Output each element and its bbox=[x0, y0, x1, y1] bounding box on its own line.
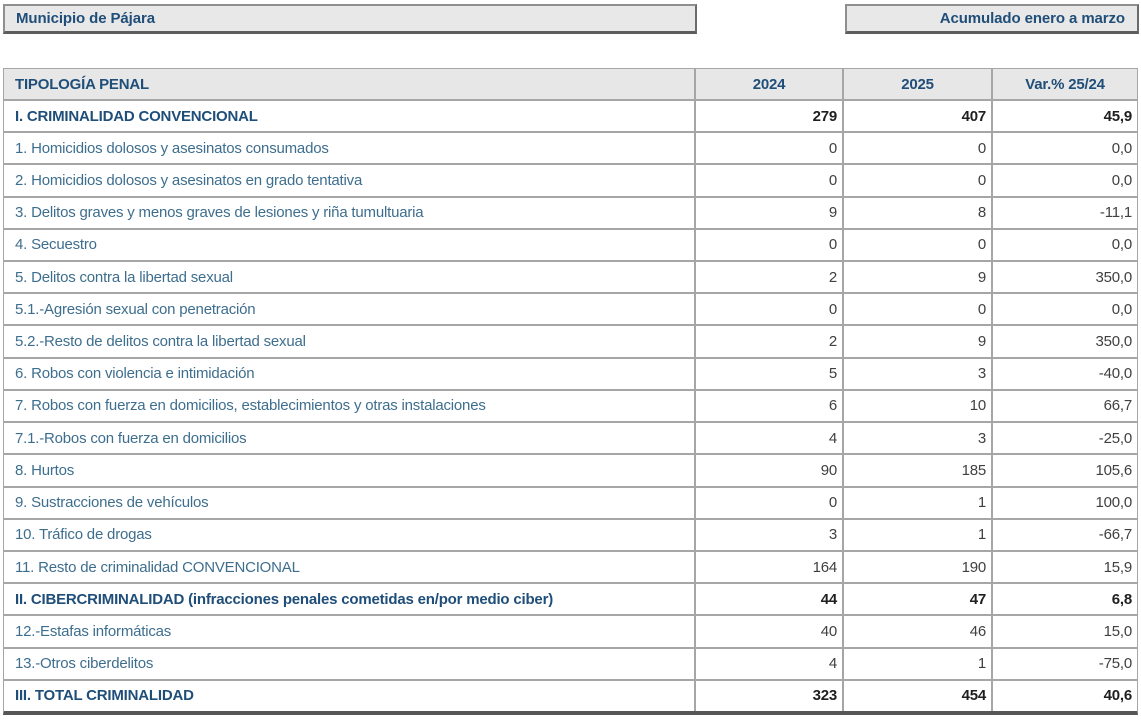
value-var: 350,0 bbox=[993, 326, 1137, 357]
value-2024: 90 bbox=[696, 455, 842, 486]
value-var: -75,0 bbox=[993, 648, 1137, 679]
value-2025: 3 bbox=[844, 423, 991, 454]
column-header-tipologia: TIPOLOGÍA PENAL bbox=[4, 69, 694, 99]
value-2025: 10 bbox=[844, 390, 991, 422]
value-var: 350,0 bbox=[993, 262, 1137, 293]
row-label: 13.-Otros ciberdelitos bbox=[4, 648, 694, 679]
row-label: 8. Hurtos bbox=[4, 455, 694, 486]
row-label: 11. Resto de criminalidad CONVENCIONAL bbox=[4, 551, 694, 583]
column-header-2024: 2024 bbox=[696, 69, 842, 99]
row-label: 7.1.-Robos con fuerza en domicilios bbox=[4, 423, 694, 454]
value-var: 0,0 bbox=[993, 165, 1137, 196]
value-2024: 2 bbox=[696, 326, 842, 357]
column-header-var: Var.% 25/24 bbox=[993, 69, 1137, 99]
value-2024: 0 bbox=[696, 133, 842, 164]
row-label: 3. Delitos graves y menos graves de lesi… bbox=[4, 197, 694, 228]
value-2025: 8 bbox=[844, 197, 991, 228]
row-label: 7. Robos con fuerza en domicilios, estab… bbox=[4, 390, 694, 422]
value-2024: 44 bbox=[696, 584, 842, 615]
value-2024: 4 bbox=[696, 648, 842, 679]
value-2024: 6 bbox=[696, 390, 842, 422]
value-2024: 3 bbox=[696, 519, 842, 550]
value-var: -25,0 bbox=[993, 423, 1137, 454]
value-2025: 454 bbox=[844, 680, 991, 711]
value-2025: 407 bbox=[844, 101, 991, 132]
row-label: 5. Delitos contra la libertad sexual bbox=[4, 262, 694, 293]
value-2024: 279 bbox=[696, 101, 842, 132]
row-label: 9. Sustracciones de vehículos bbox=[4, 487, 694, 518]
value-2025: 0 bbox=[844, 229, 991, 261]
value-var: 15,0 bbox=[993, 616, 1137, 647]
value-2024: 0 bbox=[696, 487, 842, 518]
value-var: 105,6 bbox=[993, 455, 1137, 486]
row-label: I. CRIMINALIDAD CONVENCIONAL bbox=[4, 101, 694, 132]
value-var: 100,0 bbox=[993, 487, 1137, 518]
value-2025: 3 bbox=[844, 358, 991, 389]
value-2025: 46 bbox=[844, 616, 991, 647]
row-label: 5.1.-Agresión sexual con penetración bbox=[4, 294, 694, 325]
value-var: 15,9 bbox=[993, 551, 1137, 583]
value-2024: 40 bbox=[696, 616, 842, 647]
value-var: 0,0 bbox=[993, 229, 1137, 261]
row-label: 1. Homicidios dolosos y asesinatos consu… bbox=[4, 133, 694, 164]
row-label: 10. Tráfico de drogas bbox=[4, 519, 694, 550]
value-var: 0,0 bbox=[993, 294, 1137, 325]
row-label: 4. Secuestro bbox=[4, 229, 694, 261]
value-var: -11,1 bbox=[993, 197, 1137, 228]
value-var: 45,9 bbox=[993, 101, 1137, 132]
value-2024: 323 bbox=[696, 680, 842, 711]
value-var: -66,7 bbox=[993, 519, 1137, 550]
value-2025: 9 bbox=[844, 326, 991, 357]
value-2024: 5 bbox=[696, 358, 842, 389]
value-2025: 1 bbox=[844, 648, 991, 679]
municipality-filter-button[interactable]: Municipio de Pájara bbox=[3, 4, 697, 34]
value-2024: 0 bbox=[696, 165, 842, 196]
value-var: 6,8 bbox=[993, 584, 1137, 615]
value-2025: 0 bbox=[844, 133, 991, 164]
value-2024: 0 bbox=[696, 229, 842, 261]
value-2024: 164 bbox=[696, 551, 842, 583]
row-label: 5.2.-Resto de delitos contra la libertad… bbox=[4, 326, 694, 357]
row-label: 2. Homicidios dolosos y asesinatos en gr… bbox=[4, 165, 694, 196]
value-2025: 190 bbox=[844, 551, 991, 583]
value-2025: 0 bbox=[844, 294, 991, 325]
value-2025: 0 bbox=[844, 165, 991, 196]
value-var: 0,0 bbox=[993, 133, 1137, 164]
value-2024: 9 bbox=[696, 197, 842, 228]
value-2024: 0 bbox=[696, 294, 842, 325]
row-label: 6. Robos con violencia e intimidación bbox=[4, 358, 694, 389]
value-2025: 1 bbox=[844, 519, 991, 550]
value-2024: 2 bbox=[696, 262, 842, 293]
value-var: -40,0 bbox=[993, 358, 1137, 389]
value-2025: 9 bbox=[844, 262, 991, 293]
value-2024: 4 bbox=[696, 423, 842, 454]
period-filter-button[interactable]: Acumulado enero a marzo bbox=[845, 4, 1139, 34]
row-label: III. TOTAL CRIMINALIDAD bbox=[4, 680, 694, 711]
crime-table: TIPOLOGÍA PENAL 2024 2025 Var.% 25/24 I.… bbox=[3, 68, 1138, 715]
value-2025: 185 bbox=[844, 455, 991, 486]
value-var: 66,7 bbox=[993, 390, 1137, 422]
column-header-2025: 2025 bbox=[844, 69, 991, 99]
value-var: 40,6 bbox=[993, 680, 1137, 711]
value-2025: 1 bbox=[844, 487, 991, 518]
row-label: II. CIBERCRIMINALIDAD (infracciones pena… bbox=[4, 584, 694, 615]
value-2025: 47 bbox=[844, 584, 991, 615]
row-label: 12.-Estafas informáticas bbox=[4, 616, 694, 647]
